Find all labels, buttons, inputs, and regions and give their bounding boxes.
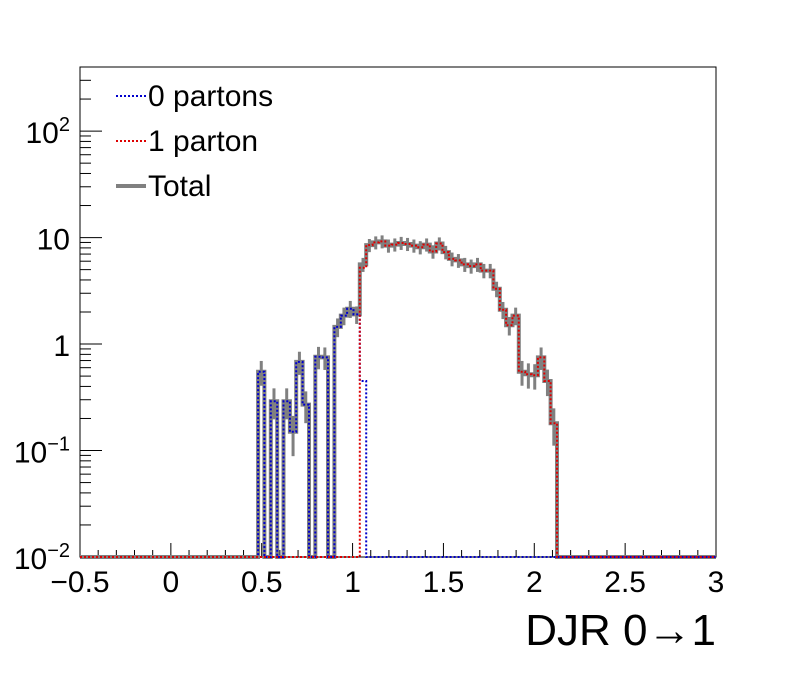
y-tick-label: 10	[37, 224, 70, 257]
y-tick-labels: 10−2 10−1 1 10 102	[14, 114, 70, 576]
series-line-1	[80, 240, 716, 558]
x-tick-label: 2	[526, 566, 543, 599]
y-tick-label: 102	[26, 114, 71, 150]
legend-label: 1 parton	[148, 125, 258, 158]
x-tick-label: −0.5	[50, 566, 109, 599]
x-axis-title: DJR 0→1	[525, 606, 716, 655]
x-tick-label: 3	[708, 566, 725, 599]
y-tick-label: 10−2	[14, 540, 70, 576]
x-tick-label: 1	[344, 566, 361, 599]
y-tick-label: 10−1	[14, 434, 70, 470]
legend-label: Total	[148, 170, 211, 203]
series-line-2	[80, 239, 716, 559]
legend: 0 partons 1 parton Total	[116, 80, 273, 203]
x-tick-label: 0	[163, 566, 180, 599]
series-line-0	[80, 307, 716, 558]
legend-label: 0 partons	[148, 80, 273, 113]
y-tick-label: 1	[53, 330, 70, 363]
x-tick-label: 2.5	[604, 566, 646, 599]
x-tick-label: 0.5	[241, 566, 283, 599]
x-tick-labels: −0.5 0 0.5 1 1.5 2 2.5 3	[50, 566, 724, 599]
series-group	[80, 235, 716, 559]
x-tick-label: 1.5	[423, 566, 465, 599]
